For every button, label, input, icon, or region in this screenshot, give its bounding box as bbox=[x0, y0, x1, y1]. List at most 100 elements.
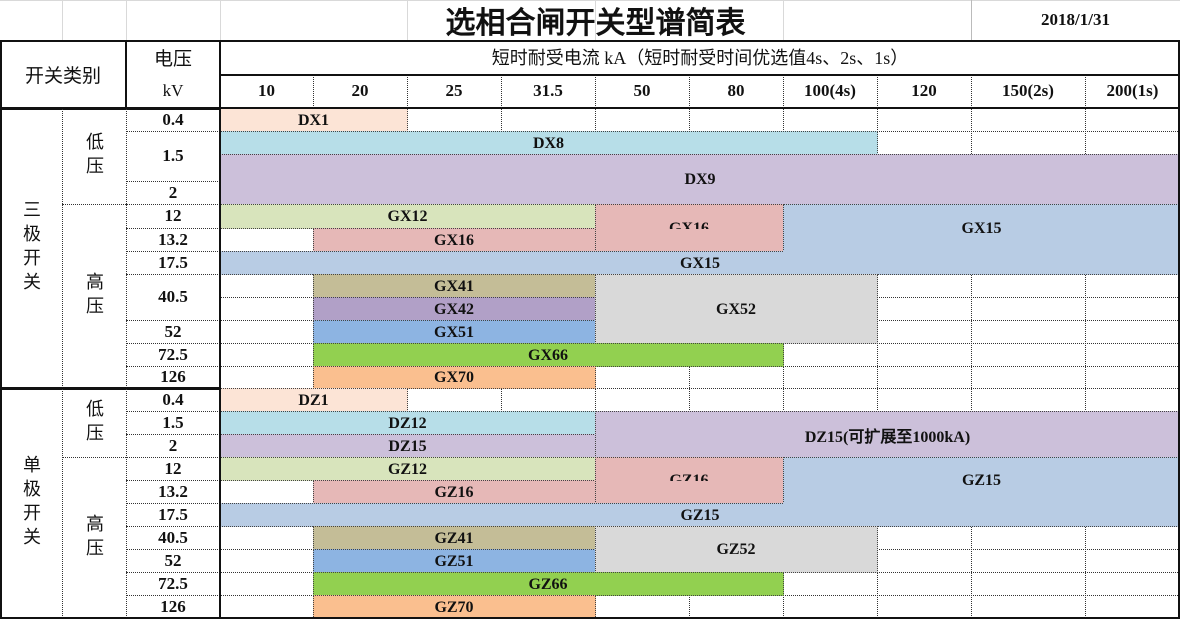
model-gx16-cell[interactable] bbox=[313, 228, 596, 252]
model-gx70-label: GX70 bbox=[434, 369, 474, 386]
model-gx16-label: GX16 bbox=[434, 231, 474, 249]
column-header: 120 bbox=[911, 81, 937, 100]
model-gz66-label: GZ66 bbox=[528, 575, 568, 593]
model-gx51-label: GX51 bbox=[434, 323, 474, 341]
group-label: 低压 bbox=[84, 398, 104, 447]
grid-line bbox=[126, 320, 220, 321]
model-gx52-label: GX52 bbox=[716, 300, 756, 318]
grid-line bbox=[971, 74, 972, 618]
voltage-label: 40.5 bbox=[158, 527, 188, 547]
model-dz1-cell[interactable] bbox=[220, 388, 408, 412]
column-header: 100(4s) bbox=[804, 81, 856, 100]
merged-cell-fill bbox=[784, 251, 1179, 253]
section-label: 三极开关 bbox=[21, 200, 41, 296]
model-gx15-cell[interactable] bbox=[220, 251, 1180, 275]
grid-line bbox=[126, 366, 220, 367]
voltage-label: 52 bbox=[164, 321, 182, 341]
header-current-title: 短时耐受电流 kA（短时耐受时间优选值4s、2s、1s） bbox=[491, 48, 909, 68]
grid-line bbox=[126, 411, 220, 412]
sheet-gridline bbox=[783, 0, 784, 40]
sheet-gridline bbox=[971, 0, 972, 40]
model-gz66-cell[interactable] bbox=[313, 572, 784, 596]
merged-cell-fill bbox=[596, 481, 783, 503]
column-header: 31.5 bbox=[533, 81, 563, 100]
border-line bbox=[0, 387, 220, 389]
group-label: 高压 bbox=[84, 513, 104, 562]
model-gz12-label: GZ12 bbox=[387, 460, 428, 478]
model-gx12-cell[interactable] bbox=[220, 204, 596, 229]
grid-line bbox=[126, 131, 220, 132]
model-gx12-label: GX12 bbox=[387, 208, 428, 225]
grid-line bbox=[126, 572, 220, 573]
column-header: 10 bbox=[258, 81, 275, 100]
model-gz15-cell[interactable] bbox=[783, 457, 1180, 504]
border-line bbox=[0, 40, 1180, 42]
date-cell[interactable]: 2018/1/31 bbox=[1041, 10, 1110, 29]
grid-line bbox=[126, 595, 220, 596]
grid-line bbox=[126, 204, 220, 205]
voltage-label: 17.5 bbox=[158, 504, 188, 524]
sheet-gridline bbox=[126, 0, 127, 40]
border-line bbox=[0, 617, 1180, 619]
voltage-label: 0.4 bbox=[162, 109, 184, 129]
sheet-gridline bbox=[407, 0, 408, 40]
voltage-label: 17.5 bbox=[158, 252, 188, 272]
model-dx9-label: DX9 bbox=[684, 171, 716, 188]
model-gx51-cell[interactable] bbox=[313, 320, 596, 344]
voltage-label: 40.5 bbox=[158, 287, 188, 306]
model-gz16-label: GZ16 bbox=[434, 483, 474, 501]
voltage-label: 1.5 bbox=[162, 412, 184, 432]
model-gx66-cell[interactable] bbox=[313, 343, 784, 367]
voltage-label: 13.2 bbox=[158, 481, 188, 501]
grid-line bbox=[126, 274, 220, 275]
voltage-label: 126 bbox=[160, 367, 186, 386]
border-line bbox=[220, 74, 1180, 76]
model-gx66-label: GX66 bbox=[528, 346, 568, 364]
grid-line bbox=[62, 108, 63, 618]
merged-cell-fill bbox=[784, 503, 1179, 505]
grid-line bbox=[126, 343, 220, 344]
border-line bbox=[1178, 40, 1180, 619]
voltage-label: 1.5 bbox=[162, 146, 184, 165]
model-gz16-cell[interactable] bbox=[313, 480, 596, 504]
grid-line bbox=[126, 251, 220, 252]
header-voltage-unit: kV bbox=[162, 81, 184, 100]
border-line bbox=[0, 107, 1180, 109]
model-gx15-cell[interactable] bbox=[783, 204, 1180, 252]
group-label: 高压 bbox=[84, 272, 104, 320]
grid-line bbox=[126, 228, 220, 229]
column-header: 20 bbox=[351, 81, 369, 100]
model-gz41-label: GZ41 bbox=[434, 529, 474, 547]
column-header: 200(1s) bbox=[1106, 81, 1159, 100]
model-gx70-cell[interactable] bbox=[313, 366, 596, 389]
model-gz15-label: GZ15 bbox=[680, 506, 720, 524]
model-gz70-label: GZ70 bbox=[434, 598, 474, 616]
model-dz12-label: DZ12 bbox=[388, 414, 427, 432]
voltage-label: 2 bbox=[168, 435, 178, 455]
model-gz12-cell[interactable] bbox=[220, 457, 596, 481]
grid-line bbox=[62, 457, 126, 458]
grid-line bbox=[126, 503, 220, 504]
model-dz1-label: DZ1 bbox=[298, 391, 329, 409]
grid-line bbox=[126, 549, 220, 550]
model-gx42-cell[interactable] bbox=[313, 297, 596, 321]
voltage-label: 0.4 bbox=[162, 389, 184, 409]
model-dz15-cell[interactable] bbox=[220, 434, 596, 458]
section-label: 单极开关 bbox=[21, 455, 41, 551]
voltage-label: 2 bbox=[168, 182, 178, 202]
model-dz12-cell[interactable] bbox=[220, 411, 596, 435]
group-label: 低压 bbox=[84, 132, 104, 180]
sheet-gridline bbox=[62, 0, 63, 40]
voltage-label: 12 bbox=[164, 206, 182, 225]
voltage-label: 126 bbox=[160, 596, 186, 616]
model-gz51-label: GZ51 bbox=[434, 552, 474, 570]
voltage-label: 13.2 bbox=[158, 229, 188, 249]
voltage-label: 12 bbox=[164, 458, 182, 478]
column-header: 80 bbox=[727, 81, 745, 100]
sheet-gridline bbox=[595, 0, 596, 40]
model-gz52-label: GZ52 bbox=[716, 541, 756, 558]
model-dx8-label: DX8 bbox=[532, 134, 565, 152]
grid-line bbox=[126, 434, 220, 435]
grid-line bbox=[877, 74, 878, 618]
grid-line bbox=[1085, 74, 1086, 618]
